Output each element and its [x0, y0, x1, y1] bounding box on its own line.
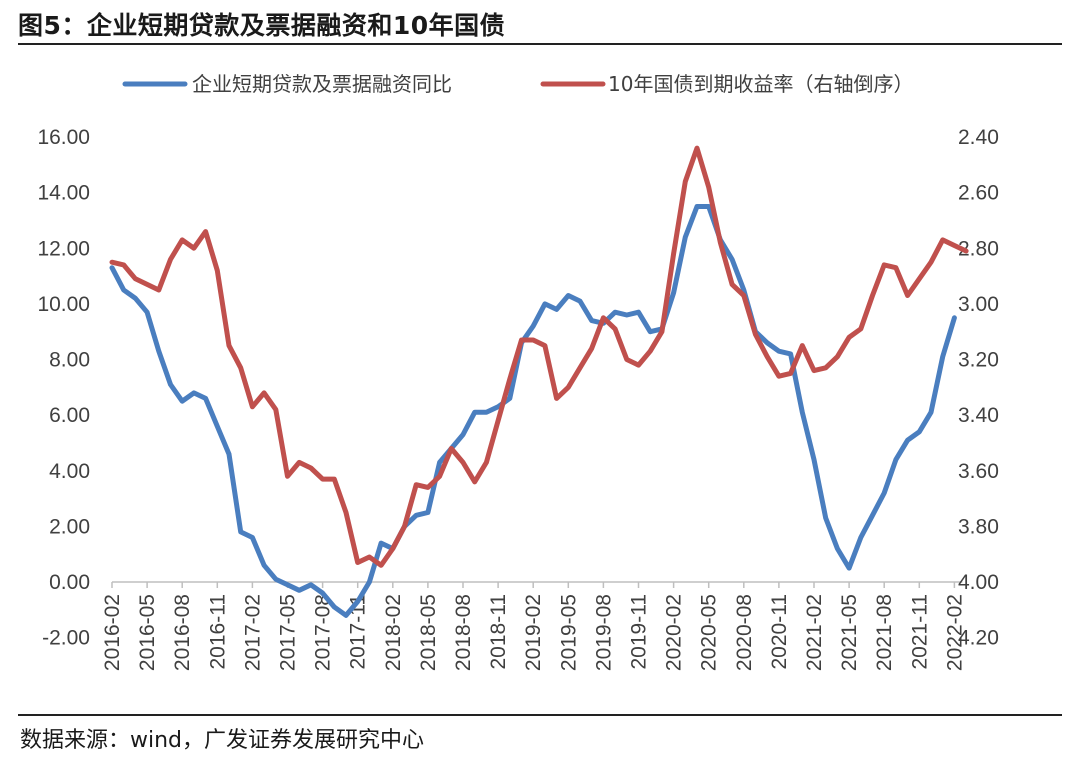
- series-line-bond-yield: [109, 145, 969, 568]
- source-divider: [18, 714, 1062, 716]
- right-tick-label: 2.60: [958, 182, 999, 205]
- right-tick-label: 2.80: [958, 237, 999, 260]
- left-tick-label: 0.00: [49, 571, 90, 594]
- x-tick-label: 2019-05: [557, 594, 580, 671]
- x-tick-label: 2019-11: [628, 594, 651, 670]
- x-tick-label: 2018-08: [452, 594, 475, 671]
- legend-label-bond-yield: 10年国债到期收益率（右轴倒序）: [608, 72, 913, 96]
- x-tick-label: 2017-08: [312, 594, 335, 671]
- series-lines: [109, 145, 969, 618]
- x-tick-label: 2019-02: [522, 594, 545, 671]
- x-tick-label: 2018-02: [382, 594, 405, 671]
- x-tick-label: 2021-02: [803, 594, 826, 671]
- x-tick-label: 2016-08: [171, 594, 194, 671]
- x-tick-label: 2018-11: [487, 594, 510, 670]
- left-tick-label: 10.00: [37, 293, 90, 316]
- left-tick-label: 14.00: [37, 182, 90, 205]
- right-axis-ticks: 2.40 2.60 2.80 3.00 3.20 3.40 3.60 3.80 4.00 4.20: [958, 126, 999, 650]
- x-tick-label: 2020-05: [698, 594, 721, 671]
- x-tick-label: 2017-11: [347, 594, 370, 670]
- x-tick-label: 2020-11: [768, 594, 791, 670]
- legend-label-loans: 企业短期贷款及票据融资同比: [192, 72, 452, 96]
- right-tick-label: 4.00: [958, 571, 999, 594]
- left-tick-label: 4.00: [49, 460, 90, 483]
- x-tick-label: 2020-02: [663, 594, 686, 671]
- x-tick-label: 2016-05: [136, 594, 159, 671]
- legend: 企业短期贷款及票据融资同比 10年国债到期收益率（右轴倒序）: [122, 72, 913, 96]
- left-axis-ticks: -2.00 0.00 2.00 4.00 6.00 8.00 10.00 12.00 14.00…: [37, 126, 90, 650]
- x-axis-ticks: 2016-02 2016-05 2016-08 2016-11 2017-02 2017-…: [101, 582, 966, 671]
- right-tick-label: 2.40: [958, 126, 999, 149]
- title-divider: [18, 43, 1062, 45]
- right-tick-label: 3.20: [958, 349, 999, 372]
- x-tick-label: 2021-05: [838, 594, 861, 671]
- left-tick-label: 16.00: [37, 126, 90, 149]
- x-tick-label: 2020-08: [733, 594, 756, 671]
- x-tick-label: 2017-05: [277, 594, 300, 671]
- x-tick-label: 2021-11: [908, 594, 931, 670]
- x-tick-label: 2021-08: [873, 594, 896, 671]
- left-tick-label: 8.00: [49, 349, 90, 372]
- chart-svg: 企业短期贷款及票据融资同比 10年国债到期收益率（右轴倒序） -2.00 0.00…: [37, 72, 999, 671]
- left-tick-label: 12.00: [37, 237, 90, 260]
- right-tick-label: 3.00: [958, 293, 999, 316]
- figure-title: 图5：企业短期贷款及票据融资和10年国债: [18, 11, 506, 40]
- right-tick-label: 3.80: [958, 515, 999, 538]
- x-tick-label: 2018-05: [417, 594, 440, 671]
- x-tick-label: 2016-11: [206, 594, 229, 670]
- left-tick-label: 6.00: [49, 404, 90, 427]
- right-tick-label: 3.40: [958, 404, 999, 427]
- x-tick-label: 2017-02: [241, 594, 264, 671]
- series-line-loans: [109, 204, 957, 618]
- left-tick-label: 2.00: [49, 515, 90, 538]
- source-note: 数据来源：wind，广发证券发展研究中心: [20, 728, 425, 753]
- x-tick-label: 2022-02: [943, 594, 966, 671]
- right-tick-label: 4.20: [958, 627, 999, 650]
- x-tick-label: 2016-02: [101, 594, 124, 671]
- right-tick-label: 3.60: [958, 460, 999, 483]
- x-tick-label: 2019-08: [592, 594, 615, 671]
- left-tick-label: -2.00: [42, 627, 90, 650]
